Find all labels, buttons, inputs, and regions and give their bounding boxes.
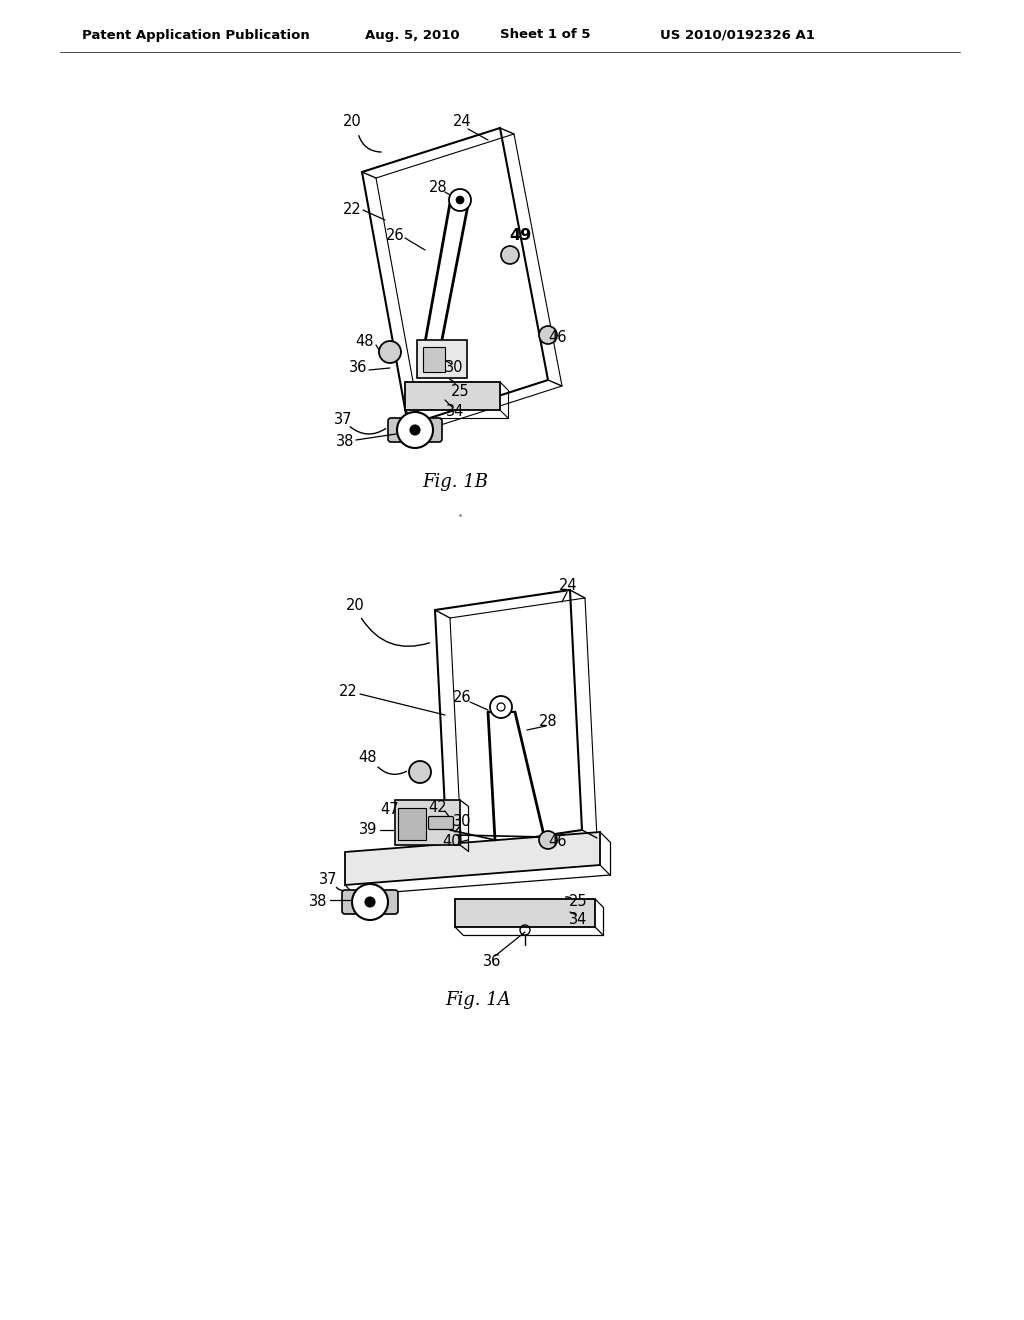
Text: 22: 22 xyxy=(343,202,361,218)
Text: 37: 37 xyxy=(318,873,337,887)
Circle shape xyxy=(456,195,464,205)
Text: 34: 34 xyxy=(445,404,464,420)
Text: 46: 46 xyxy=(549,330,567,345)
Text: 37: 37 xyxy=(334,412,352,428)
Circle shape xyxy=(365,898,375,907)
Circle shape xyxy=(449,189,471,211)
Circle shape xyxy=(410,425,420,436)
FancyBboxPatch shape xyxy=(388,418,442,442)
Text: 25: 25 xyxy=(568,895,588,909)
Text: 20: 20 xyxy=(346,598,365,612)
Bar xyxy=(398,808,426,840)
Bar xyxy=(423,347,445,372)
FancyBboxPatch shape xyxy=(342,890,398,913)
Text: Aug. 5, 2010: Aug. 5, 2010 xyxy=(365,29,460,41)
Circle shape xyxy=(397,412,433,447)
Circle shape xyxy=(490,696,512,718)
Text: Fig. 1B: Fig. 1B xyxy=(422,473,488,491)
Bar xyxy=(417,341,467,378)
Text: 42: 42 xyxy=(429,800,447,816)
Text: 49: 49 xyxy=(509,227,531,243)
Circle shape xyxy=(352,884,388,920)
Text: Fig. 1A: Fig. 1A xyxy=(445,991,511,1008)
Text: 36: 36 xyxy=(482,954,501,969)
Text: 28: 28 xyxy=(539,714,557,730)
Circle shape xyxy=(379,341,401,363)
Text: 24: 24 xyxy=(559,578,578,593)
Text: 26: 26 xyxy=(453,690,471,705)
FancyBboxPatch shape xyxy=(428,817,454,829)
Text: 22: 22 xyxy=(339,685,357,700)
Circle shape xyxy=(409,762,431,783)
Text: 46: 46 xyxy=(549,834,567,850)
Text: 30: 30 xyxy=(453,814,471,829)
Text: 26: 26 xyxy=(386,227,404,243)
Text: 40: 40 xyxy=(442,834,462,850)
Text: 25: 25 xyxy=(451,384,469,400)
Text: US 2010/0192326 A1: US 2010/0192326 A1 xyxy=(660,29,815,41)
Text: 39: 39 xyxy=(358,822,377,837)
Text: Sheet 1 of 5: Sheet 1 of 5 xyxy=(500,29,591,41)
Circle shape xyxy=(539,326,557,345)
Circle shape xyxy=(501,246,519,264)
Text: Patent Application Publication: Patent Application Publication xyxy=(82,29,309,41)
Text: 47: 47 xyxy=(381,803,399,817)
FancyBboxPatch shape xyxy=(406,381,500,411)
Text: 20: 20 xyxy=(343,115,361,129)
Text: 48: 48 xyxy=(358,751,377,766)
Text: 24: 24 xyxy=(453,115,471,129)
Text: 34: 34 xyxy=(568,912,587,928)
Bar xyxy=(395,800,460,845)
FancyBboxPatch shape xyxy=(455,899,595,927)
Text: 36: 36 xyxy=(349,360,368,375)
Text: 28: 28 xyxy=(429,181,447,195)
Text: 38: 38 xyxy=(309,895,328,909)
Text: 30: 30 xyxy=(444,360,463,375)
Text: 38: 38 xyxy=(336,434,354,450)
Text: 48: 48 xyxy=(355,334,374,350)
Polygon shape xyxy=(345,832,600,884)
Circle shape xyxy=(539,832,557,849)
